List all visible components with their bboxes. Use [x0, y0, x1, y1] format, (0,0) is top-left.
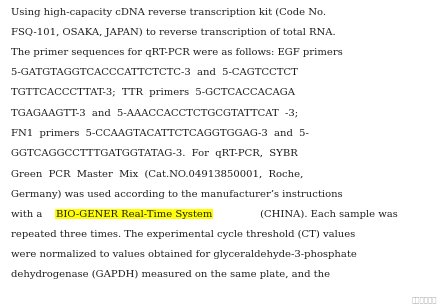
- Text: FSQ-101, OSAKA, JAPAN) to reverse transcription of total RNA.: FSQ-101, OSAKA, JAPAN) to reverse transc…: [11, 28, 336, 37]
- Text: The primer sequences for qRT-PCR were as follows: EGF primers: The primer sequences for qRT-PCR were as…: [11, 48, 343, 57]
- Text: 5-GATGTAGGTCACCCATTCTCTC-3  and  5-CAGTCCTCT: 5-GATGTAGGTCACCCATTCTCTC-3 and 5-CAGTCCT…: [11, 68, 298, 77]
- Text: Using high-capacity cDNA reverse transcription kit (Code No.: Using high-capacity cDNA reverse transcr…: [11, 8, 326, 17]
- Text: repeated three times. The experimental cycle threshold (CT) values: repeated three times. The experimental c…: [11, 230, 355, 239]
- Text: dehydrogenase (GAPDH) measured on the same plate, and the: dehydrogenase (GAPDH) measured on the sa…: [11, 270, 330, 279]
- Text: FN1  primers  5-CCAAGTACATTCTCAGGTGGAG-3  and  5-: FN1 primers 5-CCAAGTACATTCTCAGGTGGAG-3 a…: [11, 129, 309, 138]
- Text: (CHINA). Each sample was: (CHINA). Each sample was: [258, 210, 398, 219]
- Text: TGTTCACCCTTAT-3;  TTR  primers  5-GCTCACCACAGA: TGTTCACCCTTAT-3; TTR primers 5-GCTCACCAC…: [11, 88, 295, 97]
- Text: Green  PCR  Master  Mix  (Cat.NO.04913850001,  Roche,: Green PCR Master Mix (Cat.NO.04913850001…: [11, 169, 304, 178]
- Text: GGTCAGGCCTTTGATGGTATAG-3.  For  qRT-PCR,  SYBR: GGTCAGGCCTTTGATGGTATAG-3. For qRT-PCR, S…: [11, 149, 298, 158]
- Text: Germany) was used according to the manufacturer’s instructions: Germany) was used according to the manuf…: [11, 189, 343, 199]
- Text: were normalized to values obtained for glyceraldehyde-3-phosphate: were normalized to values obtained for g…: [11, 250, 357, 259]
- Text: TGAGAAGTT-3  and  5-AAACCACCTCTGCGTATTCAT  -3;: TGAGAAGTT-3 and 5-AAACCACCTCTGCGTATTCAT …: [11, 109, 298, 118]
- Text: BIO-GENER Real-Time System: BIO-GENER Real-Time System: [56, 210, 212, 218]
- Text: 北京百奥知网: 北京百奥知网: [411, 296, 437, 303]
- Text: with a: with a: [11, 210, 46, 218]
